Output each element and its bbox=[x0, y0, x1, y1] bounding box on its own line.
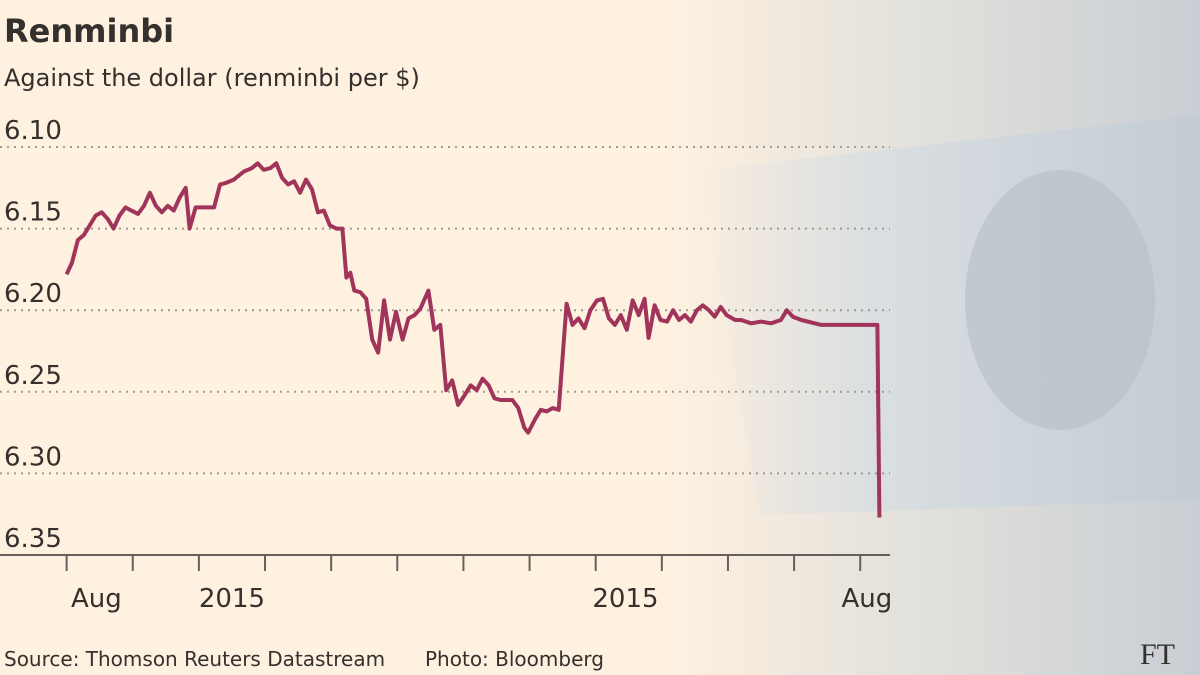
chart-title: Renminbi bbox=[4, 12, 174, 50]
y-tick-label: 6.15 bbox=[4, 198, 62, 228]
x-tick-label: Aug bbox=[71, 584, 122, 614]
y-tick-label: 6.20 bbox=[4, 279, 62, 309]
y-tick-label: 6.30 bbox=[4, 442, 62, 472]
source: Source: Thomson Reuters Datastream bbox=[4, 647, 385, 671]
photo-credit: Photo: Bloomberg bbox=[425, 647, 604, 671]
x-tick-label: Aug bbox=[841, 584, 892, 614]
logo: FT bbox=[1140, 638, 1175, 671]
y-tick-label: 6.10 bbox=[4, 116, 62, 146]
y-tick-label: 6.25 bbox=[4, 361, 62, 391]
portrait-photo bbox=[965, 170, 1155, 430]
data-line bbox=[64, 161, 882, 518]
x-tick-label: 2015 bbox=[199, 584, 265, 614]
chart-subtitle: Against the dollar (renminbi per $) bbox=[4, 64, 420, 92]
y-tick-label: 6.35 bbox=[4, 524, 62, 554]
x-tick-label: 2015 bbox=[592, 584, 658, 614]
